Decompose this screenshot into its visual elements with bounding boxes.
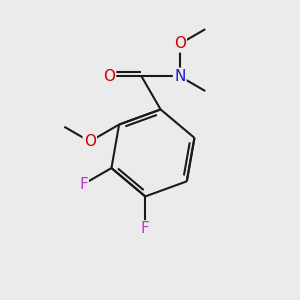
- Text: F: F: [141, 221, 150, 236]
- Text: O: O: [84, 134, 96, 149]
- Text: O: O: [174, 36, 186, 51]
- Text: O: O: [103, 69, 115, 84]
- Text: N: N: [174, 69, 185, 84]
- Text: F: F: [79, 177, 88, 192]
